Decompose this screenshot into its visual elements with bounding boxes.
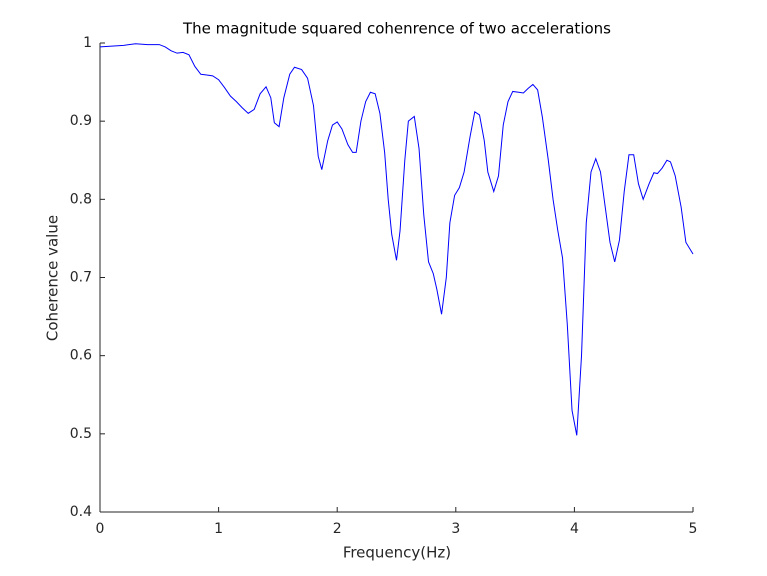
x-tick-label: 4	[570, 521, 579, 537]
y-tick-label: 0.7	[70, 270, 92, 286]
data-line	[99, 43, 694, 436]
x-tick-label: 5	[689, 521, 698, 537]
y-tick-label: 1	[83, 35, 92, 51]
x-tick-label: 1	[214, 521, 223, 537]
chart-title: The magnitude squared cohenrence of two …	[182, 20, 611, 38]
x-tick-label: 0	[96, 521, 105, 537]
y-tick-label: 0.8	[70, 191, 92, 207]
y-tick-label: 0.4	[70, 504, 92, 520]
y-tick-label: 0.5	[70, 426, 92, 442]
x-tick-label: 2	[333, 521, 342, 537]
x-axis-label: Frequency(Hz)	[343, 544, 451, 562]
y-tick-label: 0.9	[70, 113, 92, 129]
x-tick-label: 3	[451, 521, 460, 537]
y-axis-label: Coherence value	[44, 215, 62, 341]
y-tick-label: 0.6	[70, 348, 92, 364]
